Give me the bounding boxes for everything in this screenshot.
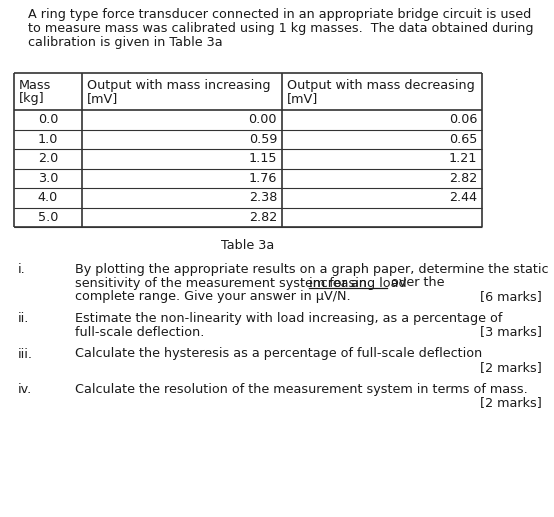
Text: [3 marks]: [3 marks] <box>480 326 542 339</box>
Text: i.: i. <box>18 263 25 276</box>
Text: 2.82: 2.82 <box>449 172 477 185</box>
Text: [kg]: [kg] <box>19 92 45 105</box>
Text: 0.65: 0.65 <box>449 133 477 146</box>
Text: complete range. Give your answer in μV/N.: complete range. Give your answer in μV/N… <box>75 290 351 303</box>
Text: 1.15: 1.15 <box>249 152 277 165</box>
Text: [mV]: [mV] <box>287 92 318 105</box>
Text: calibration is given in Table 3a: calibration is given in Table 3a <box>28 36 223 49</box>
Text: 4.0: 4.0 <box>38 191 58 204</box>
Text: Calculate the hysteresis as a percentage of full-scale deflection: Calculate the hysteresis as a percentage… <box>75 347 482 360</box>
Text: 2.38: 2.38 <box>249 191 277 204</box>
Text: [6 marks]: [6 marks] <box>480 290 542 303</box>
Text: increasing load: increasing load <box>309 277 407 290</box>
Text: 0.00: 0.00 <box>249 113 277 126</box>
Text: 2.44: 2.44 <box>449 191 477 204</box>
Text: A ring type force transducer connected in an appropriate bridge circuit is used: A ring type force transducer connected i… <box>28 8 531 21</box>
Text: 0.06: 0.06 <box>449 113 477 126</box>
Text: 1.0: 1.0 <box>38 133 58 146</box>
Text: Table 3a: Table 3a <box>222 239 275 252</box>
Text: ii.: ii. <box>18 312 29 325</box>
Text: iv.: iv. <box>18 383 32 396</box>
Text: iii.: iii. <box>18 347 33 360</box>
Text: By plotting the appropriate results on a graph paper, determine the static: By plotting the appropriate results on a… <box>75 263 548 276</box>
Text: Estimate the non-linearity with load increasing, as a percentage of: Estimate the non-linearity with load inc… <box>75 312 502 325</box>
Text: [mV]: [mV] <box>87 92 118 105</box>
Text: Calculate the resolution of the measurement system in terms of mass.: Calculate the resolution of the measurem… <box>75 383 528 396</box>
Text: [2 marks]: [2 marks] <box>480 397 542 409</box>
Text: 2.0: 2.0 <box>38 152 58 165</box>
Text: 1.76: 1.76 <box>249 172 277 185</box>
Text: Output with mass decreasing: Output with mass decreasing <box>287 79 475 92</box>
Text: 1.21: 1.21 <box>449 152 477 165</box>
Text: Mass: Mass <box>19 79 52 92</box>
Text: full-scale deflection.: full-scale deflection. <box>75 326 204 339</box>
Text: over the: over the <box>387 277 444 290</box>
Text: 5.0: 5.0 <box>38 211 58 224</box>
Text: sensitivity of the measurement system for an: sensitivity of the measurement system fo… <box>75 277 371 290</box>
Text: 3.0: 3.0 <box>38 172 58 185</box>
Text: 0.59: 0.59 <box>249 133 277 146</box>
Text: 0.0: 0.0 <box>38 113 58 126</box>
Text: to measure mass was calibrated using 1 kg masses.  The data obtained during: to measure mass was calibrated using 1 k… <box>28 22 534 35</box>
Text: 2.82: 2.82 <box>249 211 277 224</box>
Text: [2 marks]: [2 marks] <box>480 361 542 374</box>
Text: Output with mass increasing: Output with mass increasing <box>87 79 270 92</box>
